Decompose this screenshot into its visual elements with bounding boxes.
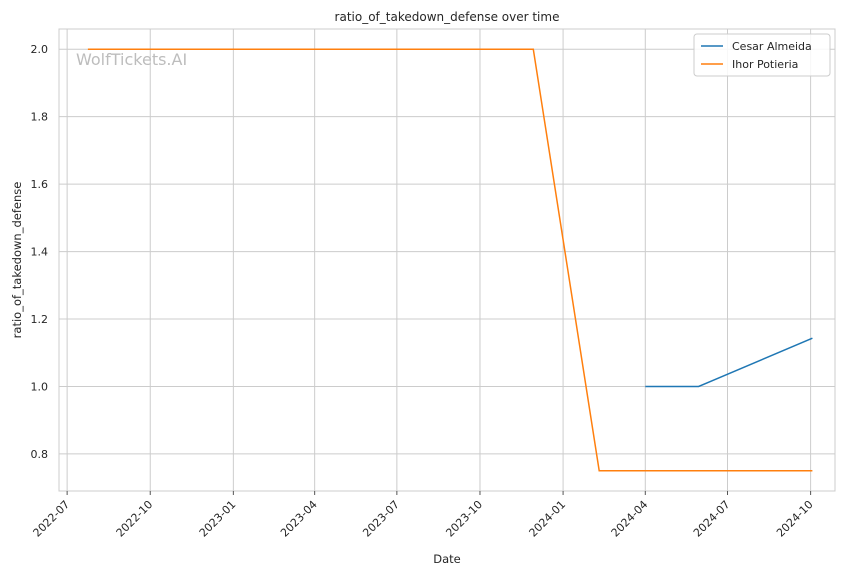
y-axis-label: ratio_of_takedown_defense [10,182,24,339]
legend-label-cesar-almeida: Cesar Almeida [732,40,812,53]
y-tick-label: 2.0 [31,43,49,56]
x-tick-label: 2022-07 [31,498,73,540]
x-tick-label: 2023-10 [443,498,485,540]
y-tick-label: 1.2 [31,313,49,326]
x-axis: 2022-07 2022-10 2023-01 2023-04 2023-07 2023-… [31,491,816,540]
x-tick-label: 2024-10 [774,498,816,540]
series-line-cesar-almeida [645,337,813,388]
x-axis-label: Date [433,552,461,566]
y-tick-label: 1.6 [31,178,49,191]
watermark: WolfTickets.AI [76,50,187,69]
plot-area [58,28,836,492]
x-tick-label: 2024-01 [527,498,569,540]
series-line-ihor-potieria [87,48,813,472]
series-lines [87,48,813,472]
legend-box [693,33,831,77]
chart-title: ratio_of_takedown_defense over time [335,10,560,24]
legend-label-ihor-potieria: Ihor Potieria [732,58,798,71]
y-axis: 0.8 1.0 1.2 1.4 1.6 1.8 2.0 [31,43,49,461]
y-tick-label: 0.8 [31,448,49,461]
x-tick-label: 2023-01 [197,498,239,540]
x-tick-label: 2022-10 [114,498,156,540]
y-tick-label: 1.0 [31,380,49,393]
x-tick-label: 2023-04 [278,498,320,540]
x-tick-label: 2023-07 [360,498,402,540]
legend: Cesar Almeida Ihor Potieria [693,33,831,77]
y-tick-label: 1.8 [31,111,49,124]
x-tick-label: 2024-04 [609,498,651,540]
x-tick-label: 2024-07 [691,498,733,540]
y-tick-label: 1.4 [31,246,49,259]
